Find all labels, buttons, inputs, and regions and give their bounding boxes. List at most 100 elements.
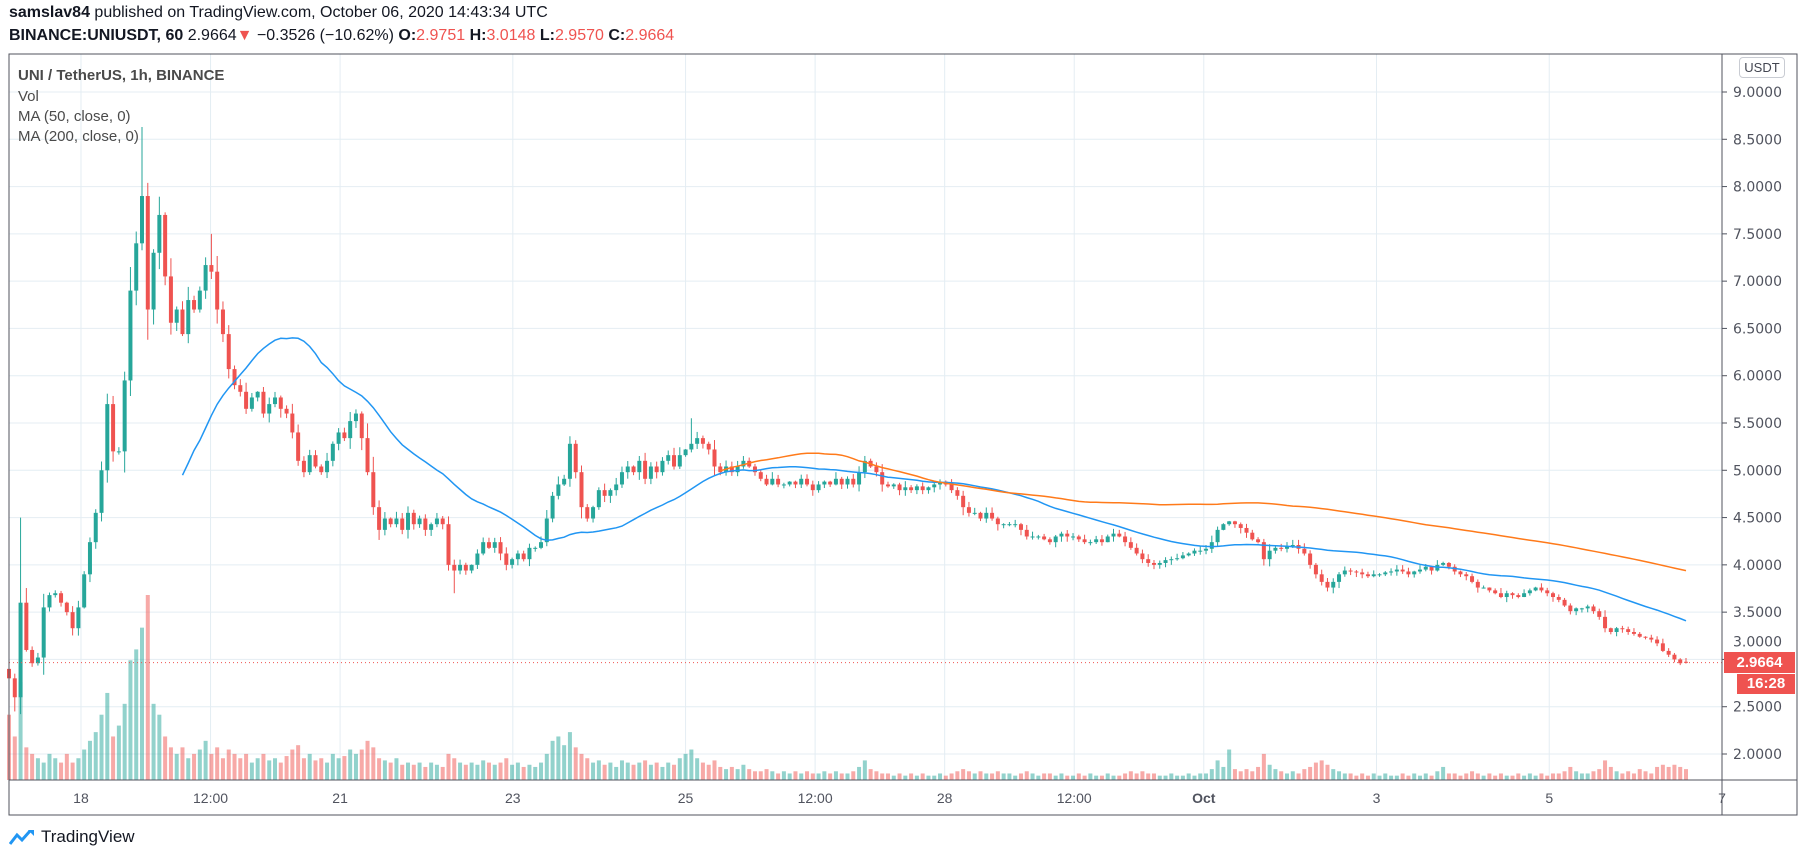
volume-bar: [608, 762, 613, 780]
candle-down: [712, 449, 717, 467]
candle-down: [579, 472, 584, 508]
candle-up: [845, 478, 850, 485]
volume-bar: [411, 764, 416, 780]
tradingview-logo[interactable]: TradingView: [9, 827, 135, 847]
volume-bar: [1591, 771, 1596, 780]
volume-bar: [1157, 775, 1162, 780]
candle-up: [417, 518, 422, 525]
volume-bar: [220, 758, 225, 780]
volume-bar: [1504, 775, 1509, 780]
volume-bar: [1406, 775, 1411, 780]
candle-down: [359, 413, 364, 439]
legend-ma50[interactable]: MA (50, close, 0): [18, 108, 131, 125]
volume-bar: [1036, 775, 1041, 780]
candle-down: [486, 542, 491, 548]
volume-bar: [59, 762, 64, 780]
candle-down: [1123, 536, 1128, 543]
volume-bar: [492, 764, 497, 780]
candle-down: [284, 408, 289, 414]
candle-down: [1487, 587, 1492, 591]
currency-button[interactable]: USDT: [1739, 57, 1785, 78]
candle-up: [1441, 562, 1446, 565]
candle-up: [1175, 558, 1180, 560]
candle-up: [984, 512, 989, 519]
volume-bar: [255, 758, 260, 780]
volume-bar: [1042, 773, 1047, 780]
volume-bar: [1007, 773, 1012, 780]
candle-down: [1082, 539, 1087, 543]
volume-bar: [1660, 764, 1665, 780]
volume-bar: [452, 758, 457, 780]
candle-down: [371, 472, 376, 508]
volume-bar: [1389, 775, 1394, 780]
candle-down: [238, 385, 243, 392]
candle-up: [1111, 533, 1116, 537]
volume-bar: [1261, 753, 1266, 780]
volume-bar: [833, 771, 838, 780]
candle-down: [764, 478, 769, 485]
candle-down: [1232, 521, 1237, 525]
candle-up: [735, 466, 740, 473]
candle-up: [1504, 593, 1509, 598]
legend-ma200[interactable]: MA (200, close, 0): [18, 128, 139, 145]
candle-up: [1169, 559, 1174, 561]
volume-bar: [325, 762, 330, 780]
volume-bar: [637, 762, 642, 780]
candle-down: [24, 602, 29, 650]
volume-bar: [1452, 773, 1457, 780]
volume-bar: [1209, 769, 1214, 780]
price-axis[interactable]: 9.0000 8.5000 8.0000 7.5000 7.0000 6.5000 6.00…: [1722, 85, 1782, 763]
current-price-label: 2.9664: [1724, 652, 1795, 673]
volume-bar: [527, 764, 532, 780]
volume-bar: [348, 749, 353, 780]
candle-down: [1545, 590, 1550, 594]
candle-down: [573, 443, 578, 473]
candle-up: [608, 490, 613, 496]
volume-bar: [1013, 775, 1018, 780]
volume-bar: [510, 764, 515, 780]
volume-bar: [35, 758, 40, 780]
tradingview-logo-icon: [9, 830, 34, 845]
candle-up: [197, 290, 202, 310]
volume-bar: [1655, 766, 1660, 780]
volume-bar: [1522, 775, 1527, 780]
volume-bar: [1331, 769, 1336, 780]
candle-up: [1574, 608, 1579, 612]
symbol: BINANCE:UNIUSDT, 60: [9, 27, 184, 44]
x-tick-label: 21: [332, 790, 348, 806]
candle-up: [637, 460, 642, 473]
candle-up: [816, 484, 821, 491]
volume-bar: [810, 773, 815, 780]
candle-up: [157, 214, 162, 253]
volume-bar: [1047, 773, 1052, 780]
volume-bar: [1666, 766, 1671, 780]
volume-bar: [1076, 773, 1081, 780]
volume-bar: [1423, 773, 1428, 780]
volume-bar: [515, 762, 520, 780]
candle-up: [1227, 521, 1232, 525]
y-tick-label: 6.0000: [1733, 369, 1782, 385]
candle-down: [388, 518, 393, 525]
candle-down: [1360, 572, 1365, 575]
candle-up: [1394, 569, 1399, 572]
volume-bar: [770, 771, 775, 780]
candle-up: [1342, 570, 1347, 575]
volume-bar: [1128, 771, 1133, 780]
candle-down: [296, 432, 301, 461]
y-tick-label: 4.5000: [1733, 511, 1782, 527]
volume-bar: [1192, 775, 1197, 780]
volume-bar: [41, 762, 46, 780]
candle-down: [301, 460, 306, 473]
candle-up: [556, 484, 561, 496]
volume-bar: [128, 660, 133, 780]
volume-bar: [481, 760, 486, 780]
candle-up: [1383, 572, 1388, 575]
volume-bar: [851, 771, 856, 780]
candle-down: [874, 466, 879, 473]
candle-up: [1337, 574, 1342, 582]
candle-up: [1284, 545, 1289, 549]
legend-vol[interactable]: Vol: [18, 88, 39, 105]
volume-bar: [145, 595, 150, 780]
